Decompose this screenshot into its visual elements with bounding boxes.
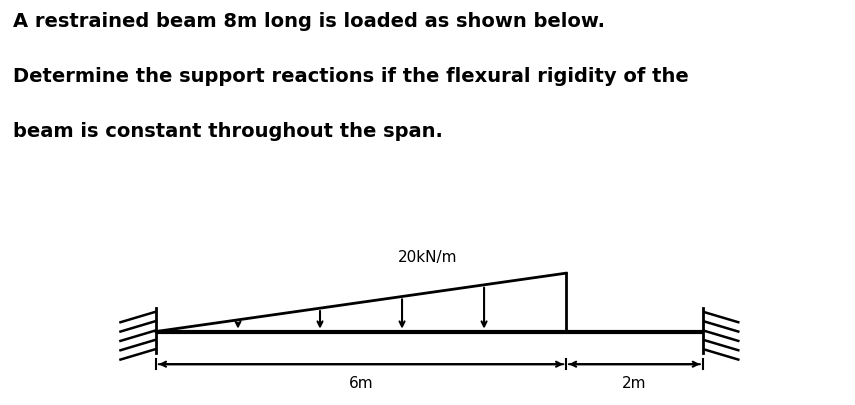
Text: 2m: 2m	[622, 375, 646, 390]
Text: A restrained beam 8m long is loaded as shown below.: A restrained beam 8m long is loaded as s…	[13, 12, 604, 31]
Text: Determine the support reactions if the flexural rigidity of the: Determine the support reactions if the f…	[13, 67, 688, 86]
Text: 20kN/m: 20kN/m	[398, 249, 457, 264]
Text: 6m: 6m	[349, 375, 374, 390]
Text: beam is constant throughout the span.: beam is constant throughout the span.	[13, 122, 443, 141]
